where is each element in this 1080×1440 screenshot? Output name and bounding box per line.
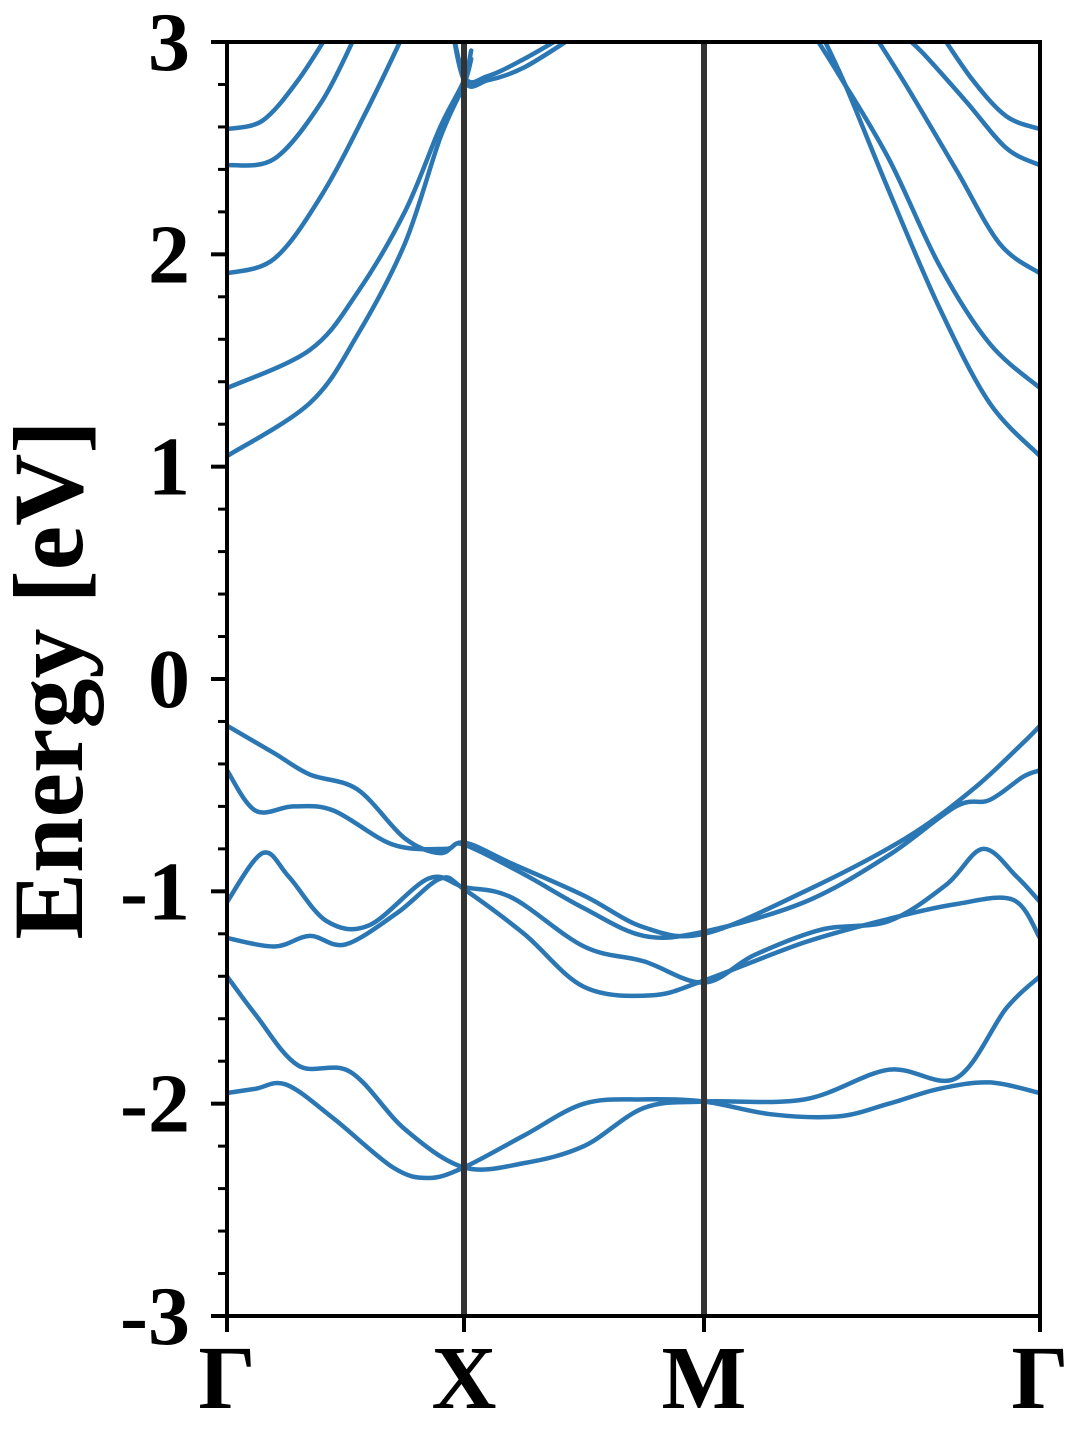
y-tick-label: -3 — [120, 1270, 190, 1363]
bands-layer — [227, 42, 1040, 1181]
band-line — [227, 42, 326, 132]
x-tick-label: Γ — [198, 1329, 255, 1428]
y-tick-label: -1 — [120, 845, 190, 938]
x-tick-label: M — [662, 1329, 747, 1428]
band-line — [227, 48, 474, 391]
band-line — [227, 768, 1040, 941]
y-tick-label: 1 — [148, 421, 190, 514]
y-axis-label: Energy [eV] — [0, 420, 104, 939]
y-tick-label: -2 — [120, 1058, 190, 1151]
y-axis-ticks: 3 2 1 0 -1 -2 -3 — [120, 0, 227, 1363]
band-line — [227, 1080, 1040, 1181]
band-line — [227, 42, 403, 276]
band-line — [815, 42, 1040, 391]
y-tick-label: 3 — [148, 0, 190, 89]
band-line — [227, 974, 1040, 1172]
y-tick-label: 2 — [148, 208, 190, 301]
x-tick-label: Γ — [1011, 1329, 1068, 1428]
band-line — [943, 42, 1040, 132]
plot-border — [225, 40, 1042, 1318]
high-symmetry-lines — [461, 42, 707, 1316]
band-line — [908, 42, 1040, 168]
band-line — [452, 42, 570, 89]
band-line — [876, 42, 1040, 276]
band-line — [227, 875, 1040, 999]
band-line — [227, 846, 1040, 985]
axes-frame — [225, 40, 1042, 1318]
band-line — [227, 42, 355, 168]
y-tick-label: 0 — [148, 633, 190, 726]
x-tick-label: X — [432, 1329, 497, 1428]
